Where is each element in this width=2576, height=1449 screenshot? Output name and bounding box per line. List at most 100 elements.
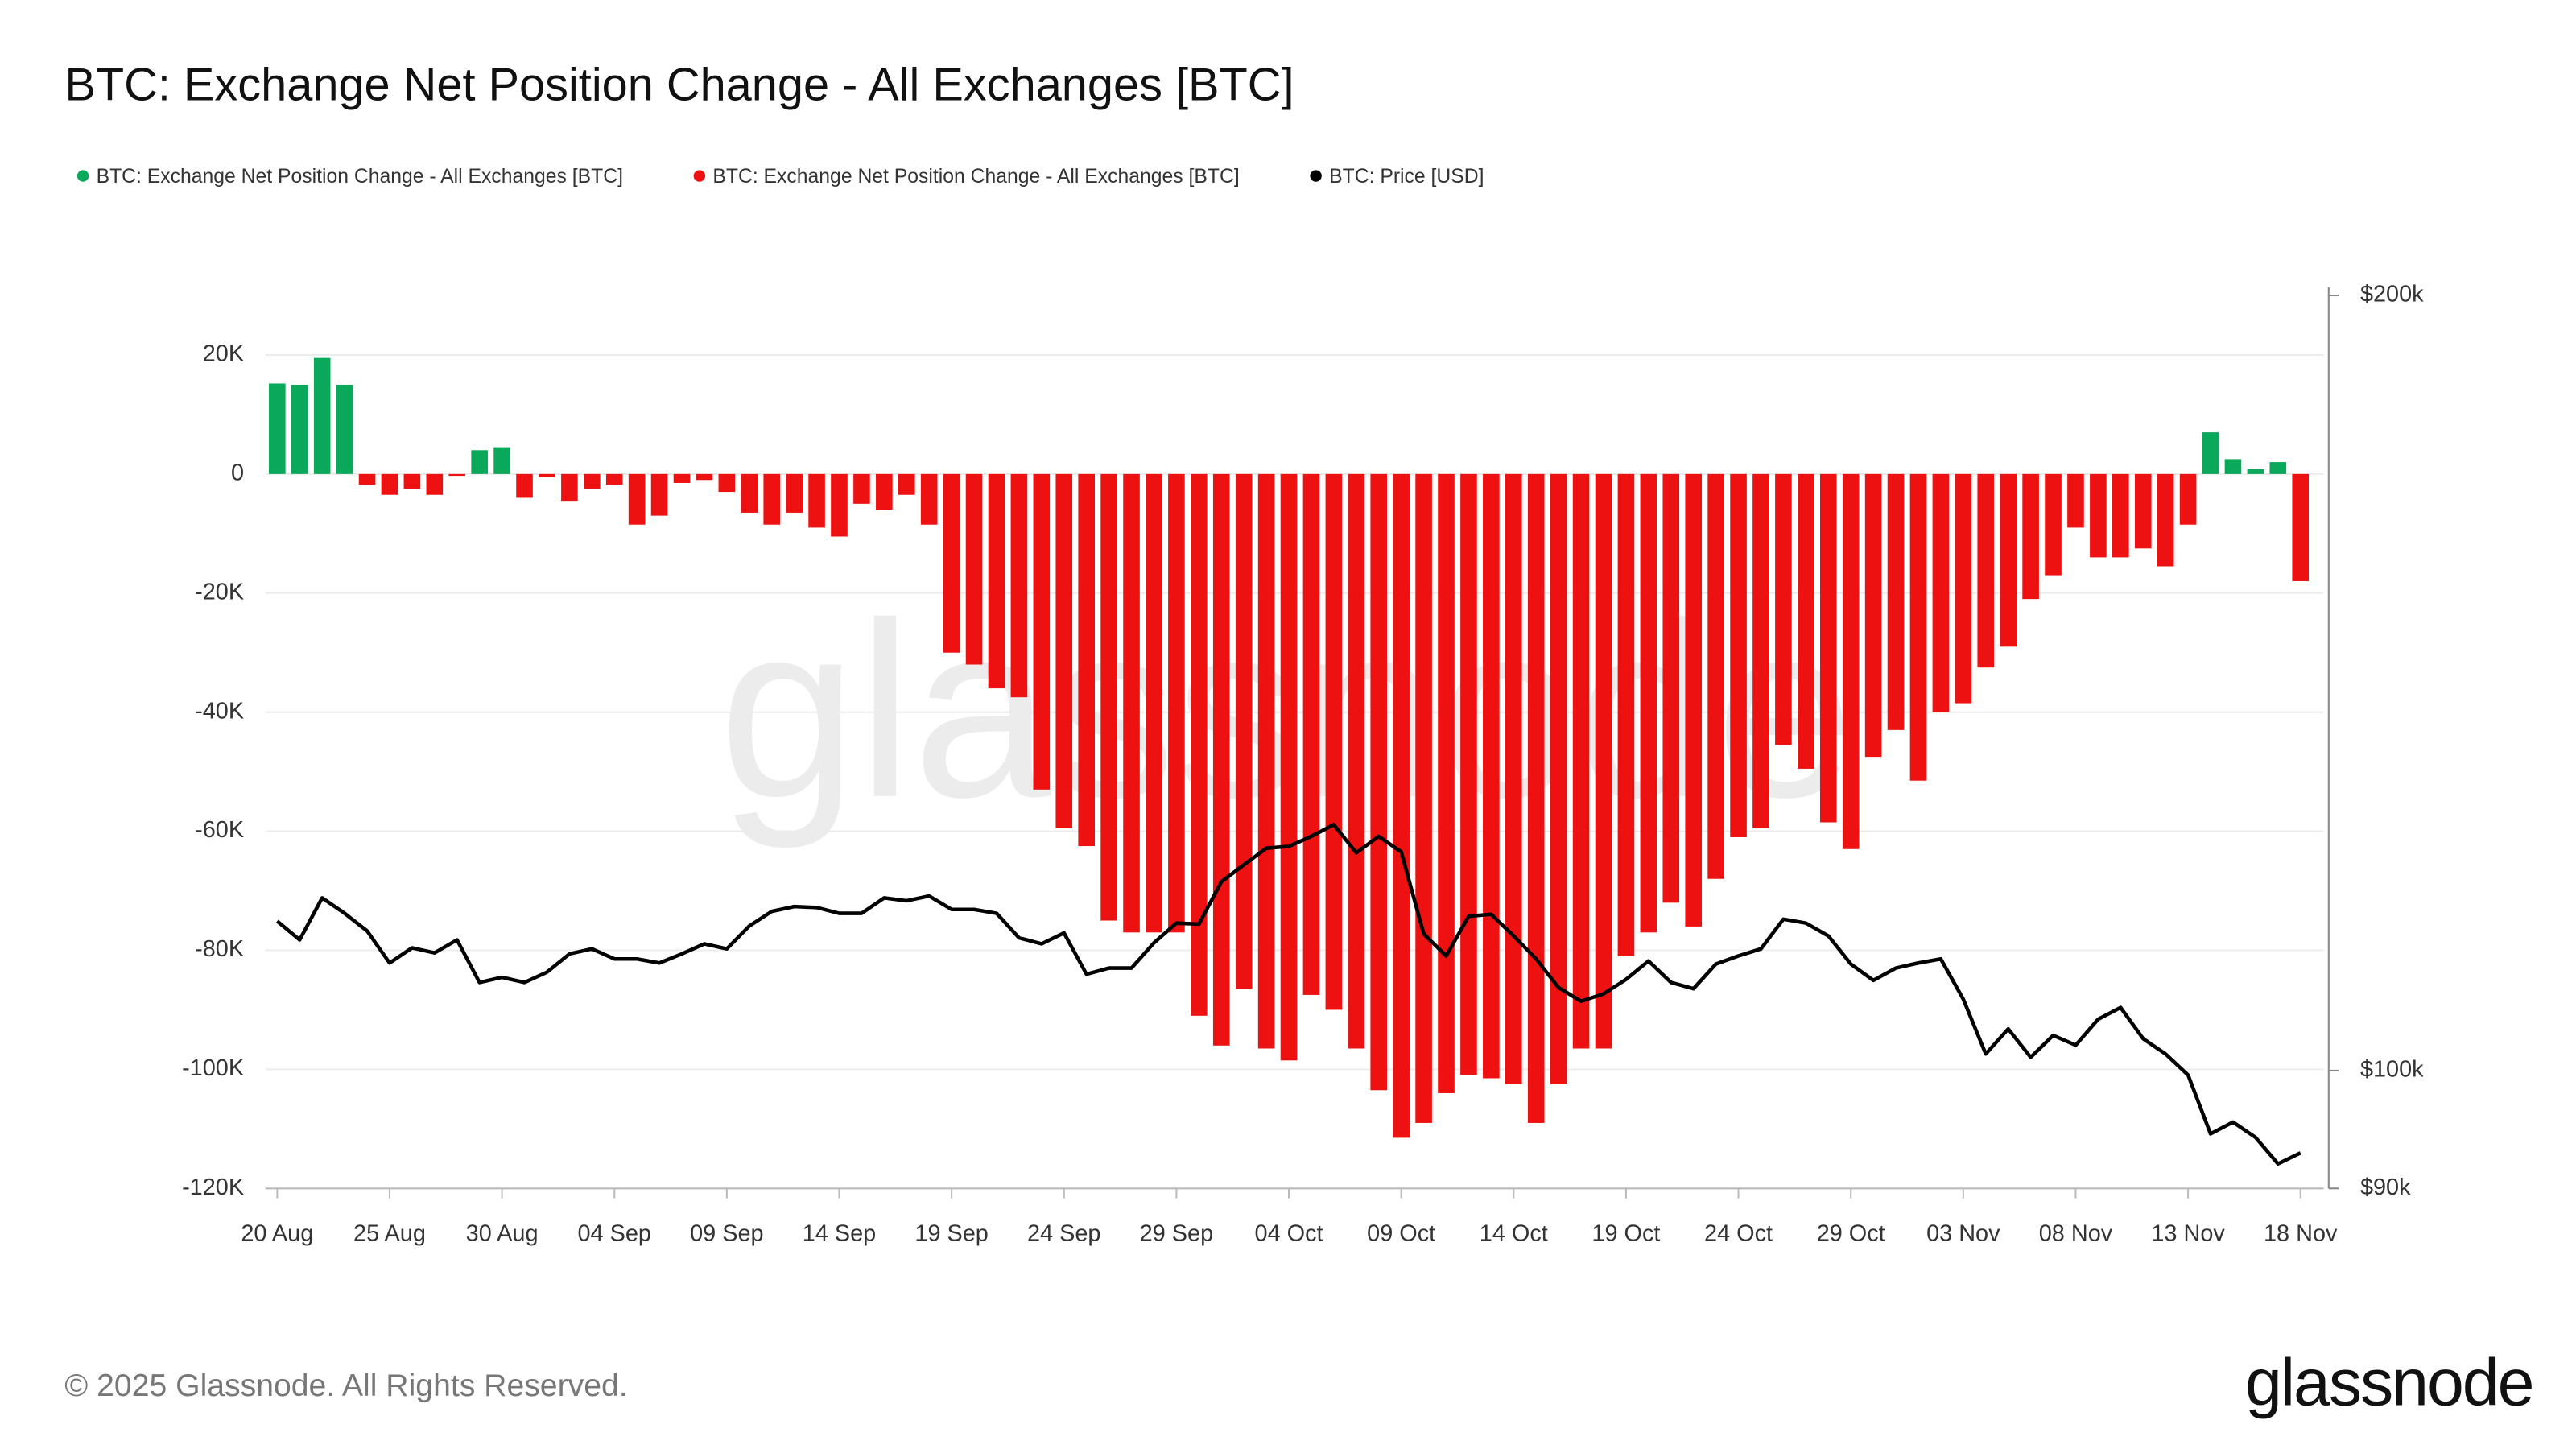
footer: © 2025 Glassnode. All Rights Reserved. bbox=[64, 1368, 627, 1403]
bar bbox=[1257, 473, 1275, 1049]
bar bbox=[943, 473, 960, 653]
bar bbox=[696, 473, 713, 481]
x-tick-label: 29 Oct bbox=[1817, 1221, 1885, 1247]
y-tick-label: -60K bbox=[195, 817, 244, 843]
bar bbox=[2269, 462, 2287, 474]
bar bbox=[2292, 473, 2310, 581]
bar bbox=[1864, 473, 1882, 758]
bar bbox=[628, 473, 646, 525]
bar bbox=[2247, 469, 2264, 474]
bar bbox=[1662, 473, 1680, 903]
bar bbox=[1887, 473, 1905, 730]
bar bbox=[2224, 459, 2242, 474]
bar bbox=[1100, 473, 1117, 921]
price-line bbox=[275, 823, 2301, 1166]
bar bbox=[1460, 473, 1477, 1075]
bar bbox=[1191, 473, 1208, 1016]
bar bbox=[988, 473, 1005, 689]
bar bbox=[516, 473, 533, 498]
bar bbox=[673, 473, 691, 483]
bar bbox=[1438, 473, 1455, 1093]
bar bbox=[2112, 473, 2129, 558]
y-tick-label: -100K bbox=[182, 1055, 244, 1081]
x-tick-label: 20 Aug bbox=[241, 1221, 313, 1247]
legend-label: BTC: Exchange Net Position Change - All … bbox=[712, 166, 1239, 188]
bar bbox=[1685, 473, 1703, 927]
bar bbox=[403, 473, 421, 489]
bar bbox=[1842, 473, 1860, 849]
bar bbox=[1415, 473, 1432, 1123]
x-tick-label: 04 Oct bbox=[1255, 1221, 1323, 1247]
legend-marker bbox=[693, 170, 706, 182]
x-tick-label: 19 Sep bbox=[914, 1221, 988, 1247]
bar bbox=[853, 473, 870, 504]
x-tick-label: 25 Aug bbox=[353, 1221, 426, 1247]
bar bbox=[1798, 473, 1814, 769]
bar bbox=[965, 473, 983, 665]
bar bbox=[1033, 473, 1051, 790]
bar bbox=[650, 473, 668, 516]
bar bbox=[1168, 473, 1185, 933]
bar bbox=[448, 473, 466, 477]
bar bbox=[1055, 473, 1073, 828]
y2-tick-label: $90k bbox=[2360, 1174, 2411, 1200]
bar bbox=[1235, 473, 1253, 989]
bar bbox=[313, 357, 331, 474]
logo: glassnode bbox=[2245, 1345, 2533, 1419]
y-tick-label: -20K bbox=[195, 579, 244, 605]
bar bbox=[2045, 473, 2062, 576]
bar bbox=[583, 473, 601, 489]
bar bbox=[1010, 473, 1028, 698]
legend-marker bbox=[1310, 170, 1322, 182]
bar bbox=[2022, 473, 2039, 600]
legend-label: BTC: Price [USD] bbox=[1329, 166, 1484, 188]
bar bbox=[1572, 473, 1590, 1049]
bar bbox=[1483, 473, 1500, 1079]
bar bbox=[291, 384, 308, 474]
x-tick-label: 18 Nov bbox=[2264, 1221, 2338, 1247]
bar bbox=[1707, 473, 1724, 879]
bar bbox=[381, 473, 398, 495]
bar bbox=[1640, 473, 1657, 933]
x-tick-label: 13 Nov bbox=[2151, 1221, 2225, 1247]
bar bbox=[1146, 473, 1162, 933]
x-tick-label: 04 Sep bbox=[577, 1221, 650, 1247]
bar bbox=[2067, 473, 2084, 528]
bar bbox=[718, 473, 736, 493]
bar bbox=[1550, 473, 1567, 1084]
bar bbox=[920, 473, 938, 525]
x-tick-label: 09 Oct bbox=[1367, 1221, 1435, 1247]
bar bbox=[1955, 473, 1972, 704]
bar bbox=[1909, 473, 1927, 781]
bar bbox=[471, 450, 488, 474]
bar bbox=[763, 473, 781, 525]
y-tick-label: 20K bbox=[203, 341, 244, 367]
bar bbox=[831, 473, 848, 537]
bar bbox=[336, 384, 353, 474]
bar bbox=[1819, 473, 1837, 823]
bar bbox=[561, 473, 578, 502]
bar bbox=[898, 473, 915, 495]
bar bbox=[1775, 473, 1792, 745]
y-tick-label: 0 bbox=[231, 460, 244, 485]
bar bbox=[2202, 432, 2219, 474]
bar bbox=[1212, 473, 1230, 1046]
y2-tick-label: $200k bbox=[2360, 282, 2424, 308]
bar bbox=[1977, 473, 1995, 668]
x-tick-label: 09 Sep bbox=[690, 1221, 763, 1247]
bar bbox=[1595, 473, 1612, 1049]
bar bbox=[358, 473, 376, 485]
y-tick-label: -80K bbox=[195, 936, 244, 962]
bar bbox=[1325, 473, 1343, 1010]
bar bbox=[1280, 473, 1298, 1061]
bar bbox=[539, 473, 555, 477]
bar bbox=[1078, 473, 1095, 847]
bar bbox=[2179, 473, 2197, 525]
bar bbox=[1730, 473, 1747, 837]
bar bbox=[2000, 473, 2017, 647]
bar bbox=[1348, 473, 1365, 1049]
x-tick-label: 08 Nov bbox=[2039, 1221, 2113, 1247]
bar bbox=[876, 473, 893, 510]
